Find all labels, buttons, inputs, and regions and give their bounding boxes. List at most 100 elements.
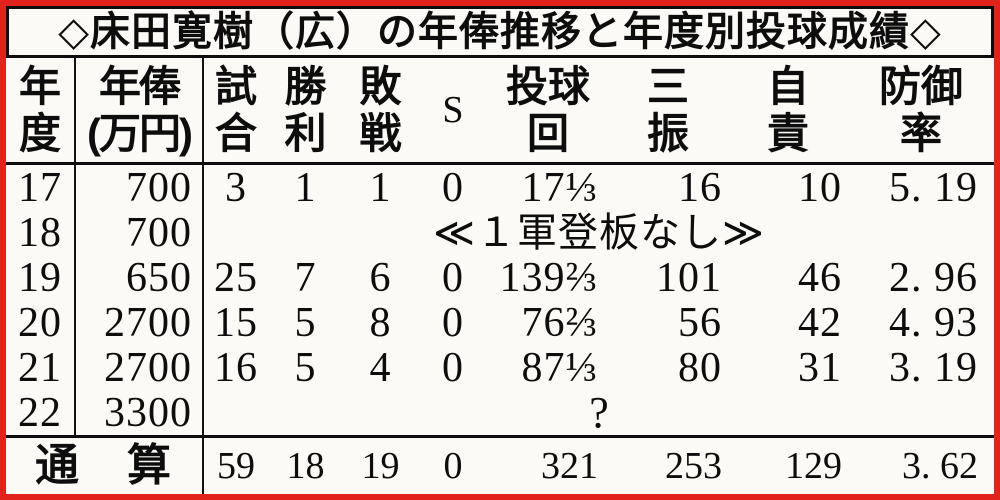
total-earned-runs: 129 <box>785 445 842 487</box>
header-saves: S <box>442 88 464 131</box>
innings-cell: 139⅔ <box>499 254 598 301</box>
earned-runs-cell: 10 <box>798 164 842 211</box>
total-era: 3. 62 <box>902 445 978 487</box>
year-value: 20 <box>18 299 62 346</box>
header-losses: 敗 戦 <box>343 58 418 162</box>
earned-runs-cell: 46 <box>798 254 842 301</box>
total-losses: 19 <box>361 445 400 487</box>
header-strikeouts-line2: 振 <box>646 110 689 157</box>
table-row-2017: 17 700 3 1 1 0 17⅓ 16 10 5. 19 <box>6 165 994 210</box>
header-earned-runs-line2: 責 <box>766 110 809 157</box>
header-innings-line1: 投球 <box>505 63 590 110</box>
salary-value: 3300 <box>104 389 192 436</box>
table-row-2020: 20 2700 15 5 8 0 76⅔ 56 42 4. 93 <box>6 300 994 345</box>
year-cell: 17 <box>6 165 76 210</box>
total-strikeouts: 253 <box>665 445 722 487</box>
games-cell: 25 <box>214 254 258 301</box>
earned-runs-cell: 31 <box>798 344 842 391</box>
table-header-row: 年 度 年俸 (万円) 試 合 勝 利 敗 戦 S 投球 回 <box>6 58 994 165</box>
header-earned-runs: 自 責 <box>728 58 848 162</box>
year-cell: 18 <box>6 210 76 255</box>
total-wins: 18 <box>286 445 325 487</box>
header-era-line2: 率 <box>899 110 942 157</box>
strikeouts-cell: 56 <box>678 299 722 346</box>
header-wins-line2: 利 <box>284 110 327 157</box>
year-value: 19 <box>18 254 62 301</box>
year-value: 17 <box>18 164 62 211</box>
games-cell: 16 <box>214 344 258 391</box>
losses-cell: 6 <box>369 254 392 301</box>
header-salary-line2: (万円) <box>87 110 193 157</box>
year-value: 22 <box>18 389 62 436</box>
header-games: 試 合 <box>204 58 268 162</box>
header-wins: 勝 利 <box>268 58 343 162</box>
header-losses-line1: 敗 <box>359 63 402 110</box>
salary-value: 700 <box>126 209 192 256</box>
earned-runs-cell: 42 <box>798 299 842 346</box>
table-row-2019: 19 650 25 7 6 0 139⅔ 101 46 2. 96 <box>6 255 994 300</box>
table-row-2021: 21 2700 16 5 4 0 87⅓ 80 31 3. 19 <box>6 345 994 390</box>
losses-cell: 1 <box>369 164 392 211</box>
year-cell: 21 <box>6 345 76 390</box>
header-games-line2: 合 <box>214 110 257 157</box>
header-wins-line1: 勝 <box>284 63 327 110</box>
innings-cell: 17⅓ <box>521 164 598 211</box>
header-salary: 年俸 (万円) <box>76 58 204 162</box>
wins-cell: 1 <box>294 164 317 211</box>
games-cell: 15 <box>214 299 258 346</box>
wins-cell: 5 <box>294 344 317 391</box>
saves-cell: 0 <box>442 299 464 346</box>
header-games-line1: 試 <box>214 63 257 110</box>
salary-cell: 2700 <box>76 345 204 390</box>
strikeouts-cell: 101 <box>656 254 722 301</box>
total-label: 通 算 <box>6 438 204 494</box>
unknown-stats-mark: ? <box>589 387 609 437</box>
losses-cell: 4 <box>369 344 392 391</box>
total-games: 59 <box>217 445 255 487</box>
header-strikeouts: 三 振 <box>608 58 728 162</box>
saves-cell: 0 <box>442 254 464 301</box>
year-value: 18 <box>18 209 62 256</box>
title-box: ◇床田寛樹（広）の年俸推移と年度別投球成績◇ <box>6 6 994 58</box>
saves-cell: 0 <box>442 344 464 391</box>
salary-cell: 2700 <box>76 300 204 345</box>
table-total-row: 通 算 59 18 19 0 321 253 129 3. 62 <box>6 438 994 494</box>
salary-cell: 650 <box>76 255 204 300</box>
year-value: 21 <box>18 344 62 391</box>
innings-cell: 76⅔ <box>521 299 598 346</box>
wins-cell: 7 <box>294 254 317 301</box>
header-innings: 投球 回 <box>488 58 608 162</box>
total-innings: 321 <box>541 445 598 487</box>
table-body: 17 700 3 1 1 0 17⅓ 16 10 5. 19 18 700 ≪１… <box>6 165 994 438</box>
table-row-2022: 22 3300 ? <box>6 390 994 435</box>
games-cell: 3 <box>225 164 247 211</box>
no-appearance-note: ≪１軍登板なし≫ <box>433 210 765 255</box>
innings-cell: 87⅓ <box>521 344 598 391</box>
year-cell: 22 <box>6 390 76 435</box>
header-year-line1: 年 <box>18 63 61 110</box>
era-cell: 3. 19 <box>889 344 978 391</box>
saves-cell: 0 <box>442 164 464 211</box>
era-cell: 2. 96 <box>889 254 978 301</box>
salary-cell: 3300 <box>76 390 204 435</box>
table-frame: ◇床田寛樹（広）の年俸推移と年度別投球成績◇ 年 度 年俸 (万円) 試 合 勝… <box>6 6 994 494</box>
header-strikeouts-line1: 三 <box>646 63 689 110</box>
total-saves: 0 <box>443 445 463 487</box>
strikeouts-cell: 16 <box>678 164 722 211</box>
stats-table: 年 度 年俸 (万円) 試 合 勝 利 敗 戦 S 投球 回 <box>6 58 994 494</box>
era-cell: 5. 19 <box>889 164 978 211</box>
salary-value: 650 <box>126 254 192 301</box>
table-row-2018: 18 700 ≪１軍登板なし≫ <box>6 210 994 255</box>
header-year-line2: 度 <box>18 110 61 157</box>
salary-value: 700 <box>126 164 192 211</box>
salary-value: 2700 <box>104 299 192 346</box>
wins-cell: 5 <box>294 299 317 346</box>
salary-cell: 700 <box>76 210 204 255</box>
salary-cell: 700 <box>76 165 204 210</box>
strikeouts-cell: 80 <box>678 344 722 391</box>
header-year: 年 度 <box>6 58 76 162</box>
header-era-line1: 防御 <box>878 63 963 110</box>
salary-value: 2700 <box>104 344 192 391</box>
year-cell: 19 <box>6 255 76 300</box>
